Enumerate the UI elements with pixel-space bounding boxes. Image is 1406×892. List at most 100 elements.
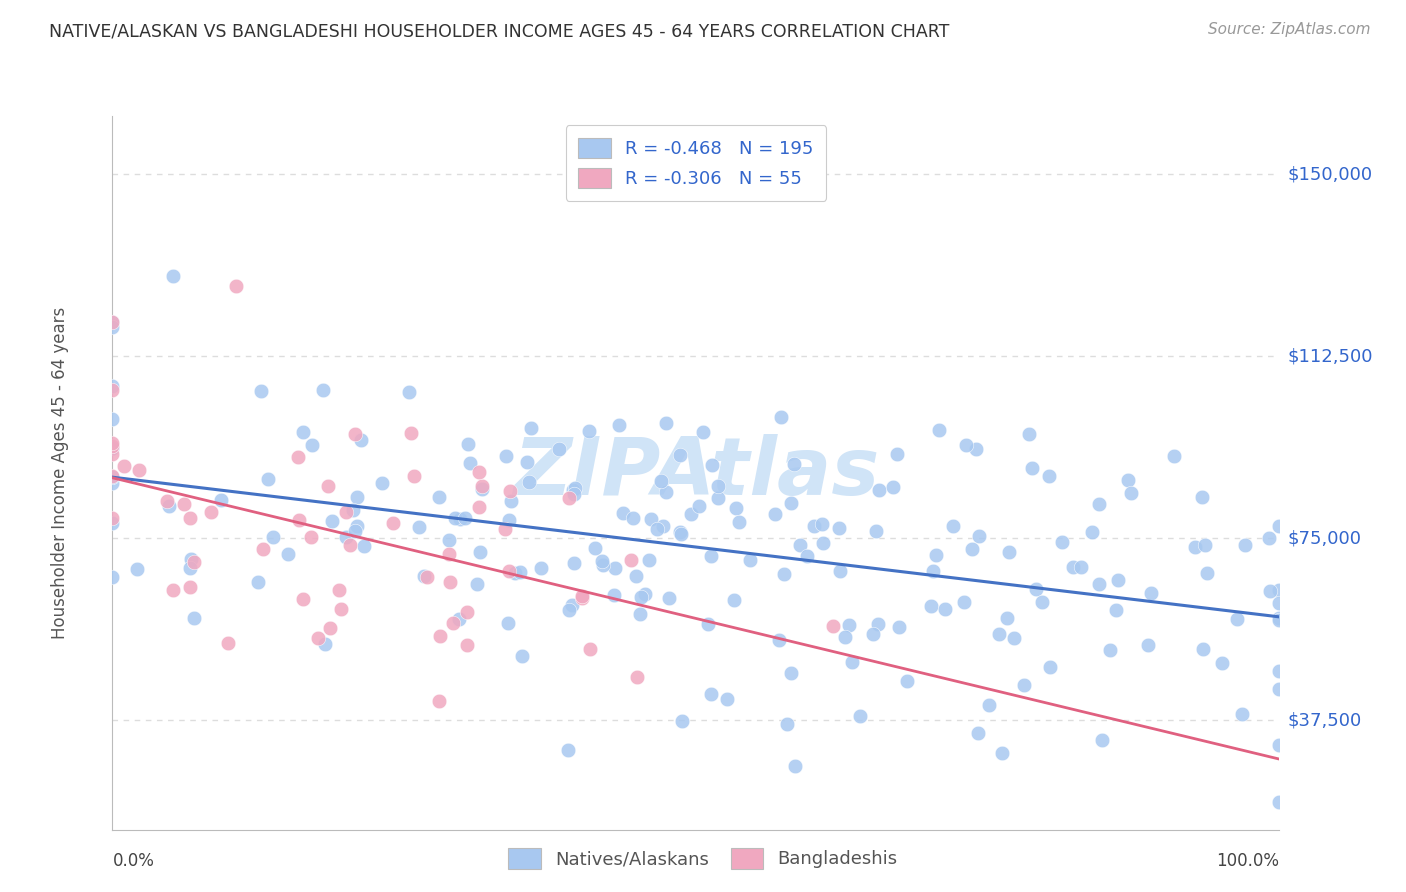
Point (250, 384, 273, 399)
Point (180, 551, 202, 566)
Point (562, 487, 585, 501)
Point (427, 694, 450, 708)
Point (769, 410, 792, 425)
Text: $37,500: $37,500 (1288, 711, 1362, 730)
Text: 0.0%: 0.0% (112, 853, 155, 871)
Point (967, 529, 990, 543)
Point (307, 631, 329, 645)
Point (620, 553, 643, 567)
Point (437, 533, 460, 547)
Text: ZIPAtlas: ZIPAtlas (513, 434, 879, 512)
Point (669, 524, 692, 539)
Point (987, 627, 1010, 641)
Point (571, 591, 593, 606)
Point (319, 621, 342, 635)
Point (1268, 582, 1291, 597)
Point (557, 603, 579, 617)
Point (603, 588, 626, 602)
Point (723, 593, 745, 607)
Point (592, 558, 614, 573)
Point (612, 507, 634, 521)
Point (503, 566, 526, 580)
Point (247, 574, 270, 589)
Point (454, 511, 477, 525)
Point (564, 481, 586, 495)
Point (830, 564, 852, 578)
Point (101, 316, 124, 330)
Point (922, 565, 945, 579)
Point (942, 519, 965, 533)
Point (468, 545, 491, 559)
Point (371, 476, 394, 491)
Point (353, 539, 375, 553)
Point (1268, 795, 1291, 809)
Point (416, 569, 439, 583)
Point (183, 610, 205, 624)
Point (1039, 660, 1062, 674)
Point (1099, 643, 1122, 657)
Point (547, 442, 569, 456)
Point (724, 500, 747, 515)
Point (1232, 706, 1254, 721)
Point (443, 511, 465, 525)
Point (209, 492, 232, 507)
Point (1194, 538, 1216, 552)
Point (1018, 427, 1040, 442)
Point (1163, 449, 1185, 463)
Point (1121, 486, 1143, 500)
Point (101, 570, 124, 584)
Point (471, 482, 494, 496)
Point (343, 427, 366, 442)
Point (101, 315, 124, 329)
Point (262, 530, 284, 544)
Point (447, 612, 470, 626)
Point (1234, 538, 1257, 552)
Point (967, 726, 990, 740)
Point (1192, 642, 1215, 657)
Point (101, 436, 124, 450)
Point (868, 483, 890, 497)
Point (101, 446, 124, 460)
Point (866, 617, 889, 632)
Point (650, 474, 672, 488)
Point (439, 575, 461, 590)
Point (449, 511, 471, 525)
Point (101, 511, 124, 525)
Point (591, 554, 613, 568)
Point (848, 709, 870, 723)
Point (1268, 610, 1291, 624)
Point (312, 384, 335, 398)
Point (173, 497, 195, 511)
Text: $112,500: $112,500 (1288, 347, 1374, 365)
Point (1024, 582, 1046, 596)
Point (101, 384, 124, 398)
Point (1258, 584, 1281, 599)
Point (468, 500, 491, 515)
Point (1226, 612, 1249, 626)
Point (1002, 631, 1025, 645)
Point (128, 462, 150, 476)
Point (578, 424, 600, 438)
Point (179, 561, 201, 575)
Point (301, 438, 323, 452)
Point (865, 524, 887, 538)
Point (127, 562, 149, 576)
Point (979, 698, 1001, 713)
Point (346, 491, 368, 505)
Point (499, 483, 522, 498)
Point (1070, 560, 1092, 574)
Point (658, 591, 681, 605)
Point (112, 459, 135, 474)
Point (630, 590, 652, 604)
Point (519, 475, 541, 489)
Point (256, 472, 278, 486)
Point (773, 566, 796, 581)
Point (101, 475, 124, 490)
Point (995, 611, 1018, 625)
Point (841, 655, 863, 669)
Point (346, 519, 368, 533)
Point (1012, 678, 1035, 692)
Point (655, 485, 678, 500)
Point (626, 670, 648, 684)
Point (783, 457, 806, 471)
